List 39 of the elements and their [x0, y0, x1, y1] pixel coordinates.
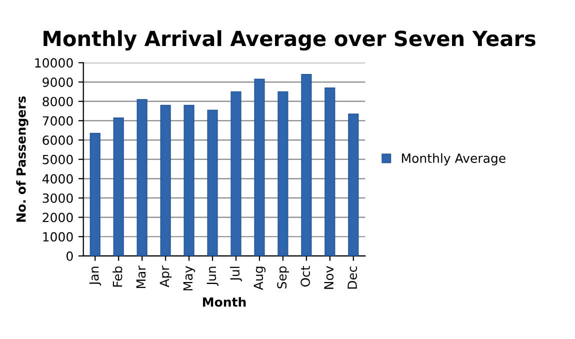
y-tick-label: 1000 — [43, 232, 73, 242]
x-tick-label: Apr — [160, 266, 172, 288]
bar — [113, 117, 124, 256]
x-tick-label: Dec — [348, 266, 358, 289]
y-tick-label: 6000 — [42, 135, 73, 145]
legend-label: Monthly Average — [402, 153, 506, 166]
y-tick-label: 5000 — [42, 154, 73, 164]
bar — [301, 74, 312, 256]
x-tick-label: Jun — [206, 266, 218, 286]
bar — [324, 87, 336, 256]
y-tick-label: 0 — [66, 251, 73, 261]
bar — [254, 78, 265, 256]
y-tick-label: 3000 — [42, 193, 73, 203]
x-tick-label: May — [183, 266, 196, 290]
x-tick-label: Jul — [230, 266, 242, 282]
x-tick-label: Feb — [112, 266, 122, 287]
bar — [160, 104, 171, 256]
x-tick-label: Jan — [89, 266, 102, 286]
bar — [278, 91, 288, 256]
bar — [230, 91, 242, 256]
x-tick-label: Sep — [277, 266, 289, 288]
bar — [184, 104, 194, 256]
y-tick-label: 9000 — [42, 78, 73, 87]
bar — [348, 114, 359, 256]
x-tick-label: Mar — [136, 266, 146, 288]
bar — [207, 110, 218, 256]
y-tick-label: 8000 — [42, 96, 73, 106]
y-tick-label: 10000 — [35, 58, 73, 68]
y-tick-label: 4000 — [42, 174, 73, 184]
y-tick-label: 2000 — [42, 212, 73, 222]
x-tick-label: Aug — [254, 266, 266, 290]
x-axis-title: Month — [203, 297, 246, 307]
bar — [90, 132, 100, 256]
bar — [136, 99, 148, 256]
y-tick-label: 7000 — [42, 116, 73, 126]
x-tick-label: Oct — [300, 266, 310, 287]
y-axis-title: No. of Passengers — [16, 96, 28, 222]
chart-title: Monthly Arrival Average over Seven Years — [44, 30, 536, 51]
x-tick-label: Nov — [324, 266, 334, 289]
